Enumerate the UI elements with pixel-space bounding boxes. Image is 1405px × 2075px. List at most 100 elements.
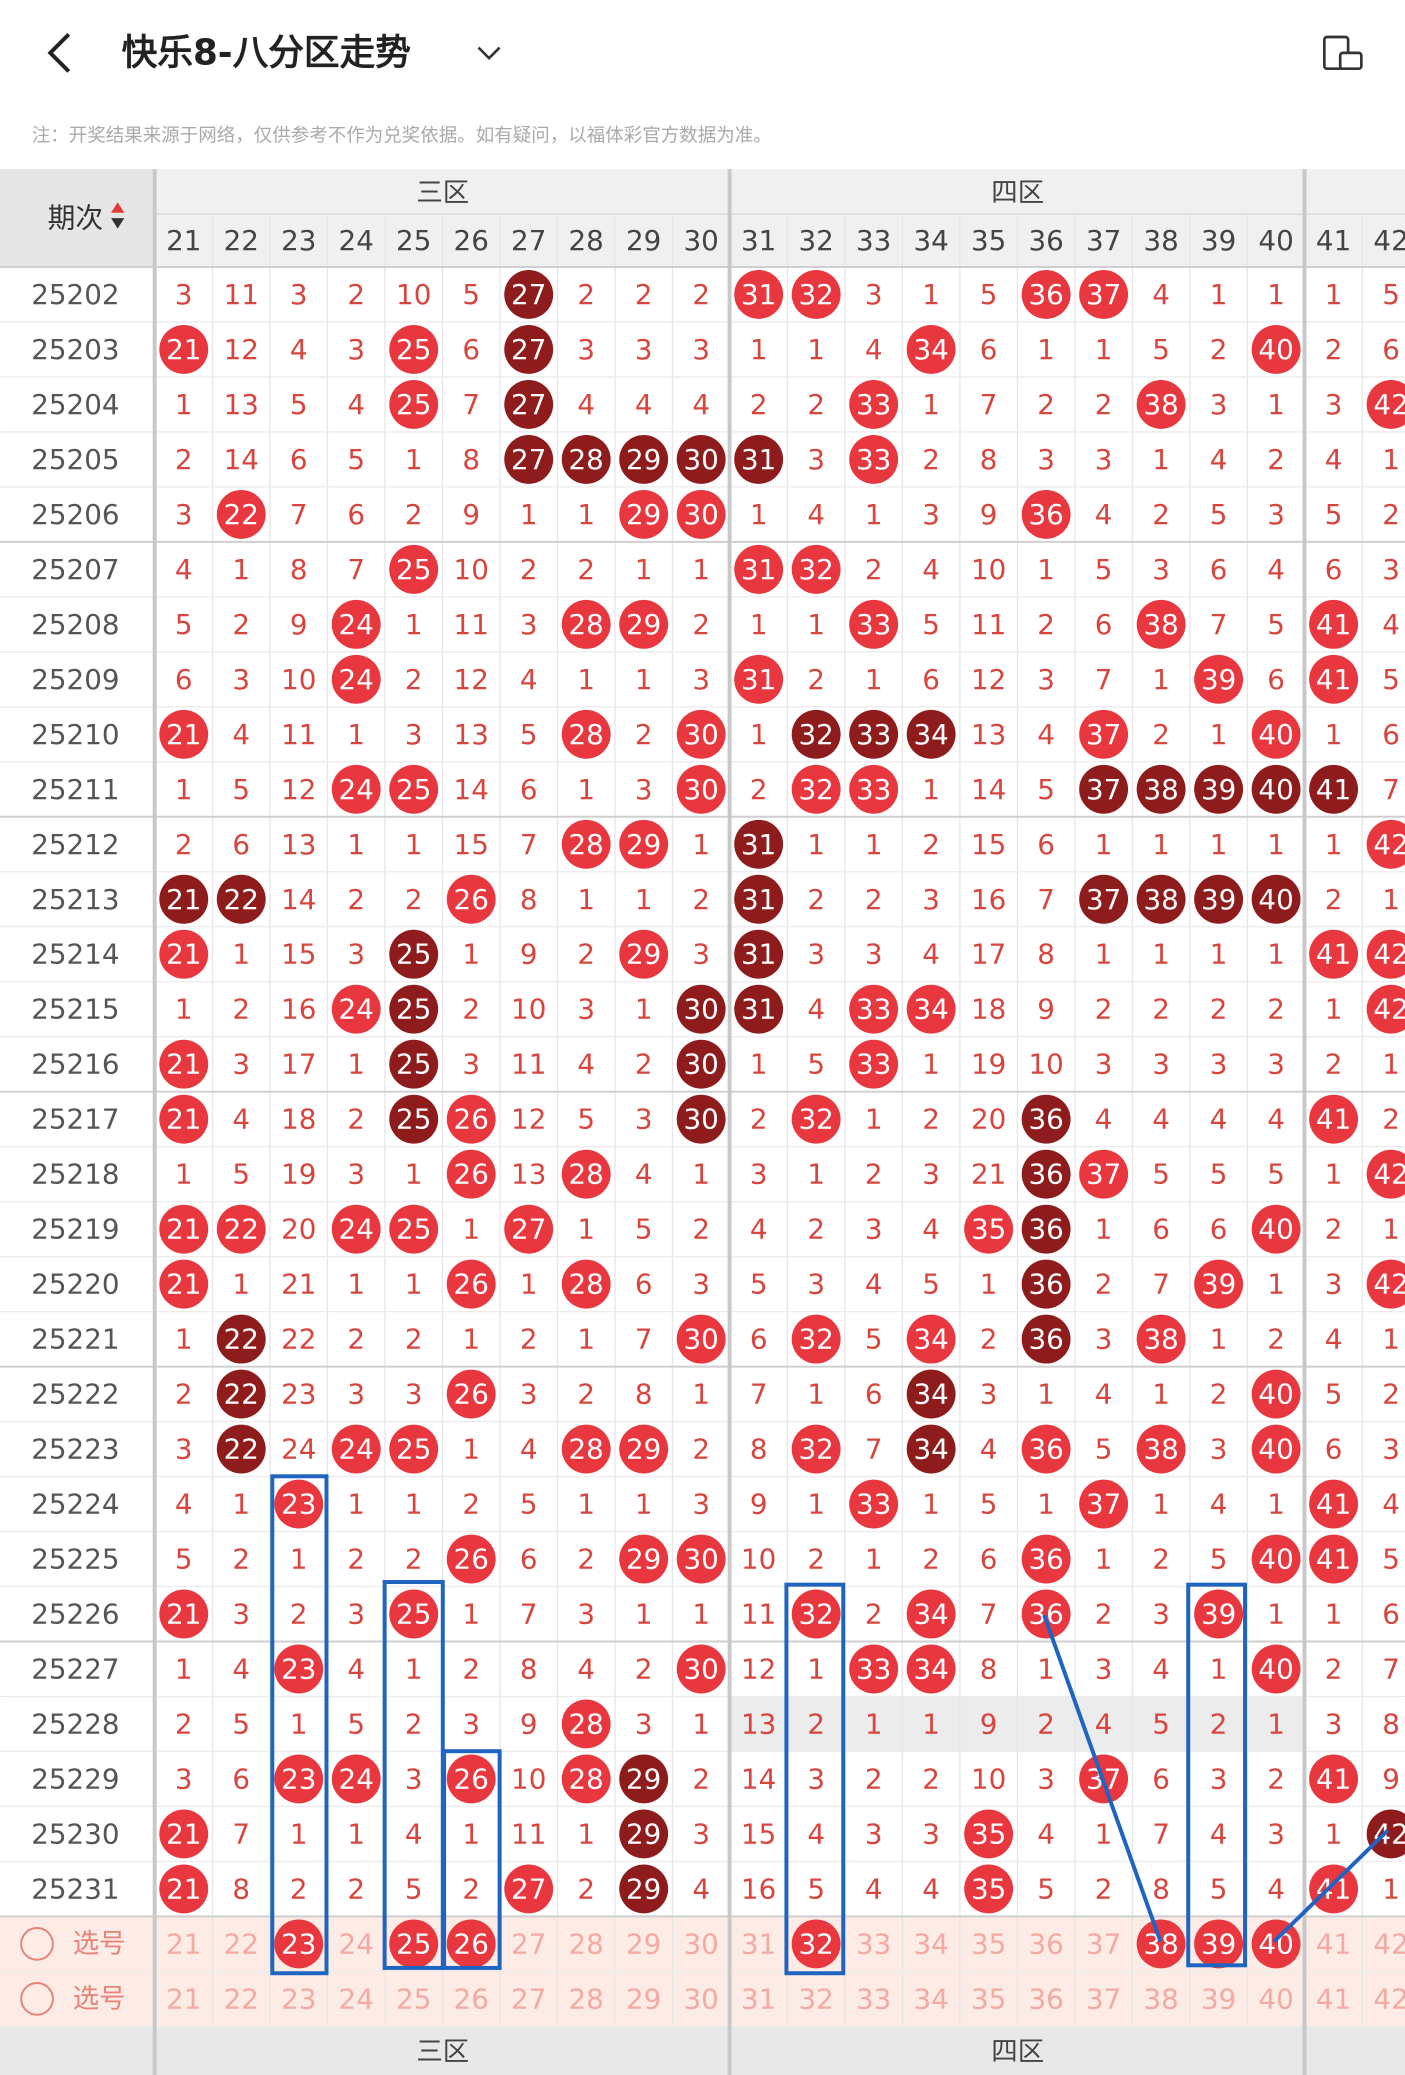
hit-ball bbox=[619, 489, 669, 539]
select-number[interactable]: 27 bbox=[511, 1927, 546, 1960]
cell-value: 2 bbox=[520, 553, 538, 586]
cell-value: 3 bbox=[807, 1762, 825, 1795]
select-number[interactable]: 42 bbox=[1373, 1982, 1405, 2015]
cell-value: 5 bbox=[1325, 498, 1343, 531]
hit-ball bbox=[274, 1479, 324, 1529]
select-number[interactable]: 21 bbox=[166, 1927, 201, 1960]
repeat-ball bbox=[389, 1039, 439, 1089]
cell-value: 3 bbox=[980, 1378, 998, 1411]
select-number[interactable]: 23 bbox=[281, 1982, 316, 2015]
cell-value: 4 bbox=[1037, 1817, 1055, 1850]
select-number[interactable]: 25 bbox=[396, 1982, 431, 2015]
select-number[interactable]: 31 bbox=[741, 1927, 776, 1960]
select-number[interactable]: 40 bbox=[1258, 1982, 1293, 2015]
cell-value: 5 bbox=[980, 1488, 998, 1521]
issue-number: 25216 bbox=[31, 1048, 119, 1081]
select-number[interactable]: 24 bbox=[339, 1927, 374, 1960]
select-number[interactable]: 23 bbox=[281, 1927, 316, 1960]
cell-value: 4 bbox=[865, 333, 883, 366]
select-number[interactable]: 35 bbox=[971, 1927, 1006, 1960]
select-toggle[interactable] bbox=[20, 1927, 54, 1961]
cell-value: 37 bbox=[1086, 278, 1121, 311]
hit-ball bbox=[1251, 1644, 1301, 1694]
cell-value: 7 bbox=[520, 1598, 538, 1631]
select-number[interactable]: 21 bbox=[166, 1982, 201, 2015]
cell-value: 35 bbox=[971, 1817, 1006, 1850]
cell-value: 26 bbox=[454, 1103, 489, 1136]
select-number[interactable]: 38 bbox=[1143, 1927, 1178, 1960]
hit-ball bbox=[1021, 1424, 1071, 1474]
select-number[interactable]: 30 bbox=[684, 1982, 719, 2015]
cell-value: 2 bbox=[520, 1323, 538, 1356]
cell-value: 13 bbox=[454, 718, 489, 751]
select-number[interactable]: 29 bbox=[626, 1982, 661, 2015]
select-number[interactable]: 28 bbox=[569, 1982, 604, 2015]
cell-value: 1 bbox=[577, 663, 595, 696]
select-number[interactable]: 36 bbox=[1028, 1927, 1063, 1960]
cell-value: 2 bbox=[750, 1103, 768, 1136]
cell-value: 5 bbox=[1382, 663, 1400, 696]
select-number[interactable]: 39 bbox=[1201, 1982, 1236, 2015]
cell-value: 2 bbox=[577, 1872, 595, 1905]
cell-value: 9 bbox=[980, 1707, 998, 1740]
cell-value: 42 bbox=[1373, 1158, 1405, 1191]
repeat-ball bbox=[734, 819, 784, 869]
select-number[interactable]: 32 bbox=[799, 1982, 834, 2015]
select-number[interactable]: 26 bbox=[454, 1982, 489, 2015]
select-number[interactable]: 38 bbox=[1143, 1982, 1178, 2015]
cell-value: 5 bbox=[1095, 1433, 1113, 1466]
select-number[interactable]: 33 bbox=[856, 1927, 891, 1960]
cell-value: 32 bbox=[799, 1433, 834, 1466]
rotate-icon[interactable] bbox=[1323, 35, 1363, 71]
select-number[interactable]: 40 bbox=[1258, 1927, 1293, 1960]
cell-value: 1 bbox=[1152, 663, 1170, 696]
select-number[interactable]: 37 bbox=[1086, 1982, 1121, 2015]
cell-value: 1 bbox=[347, 718, 365, 751]
select-number[interactable]: 27 bbox=[511, 1982, 546, 2015]
select-number[interactable]: 22 bbox=[224, 1927, 259, 1960]
select-number[interactable]: 37 bbox=[1086, 1927, 1121, 1960]
cell-value: 1 bbox=[290, 1817, 308, 1850]
hit-ball bbox=[561, 1149, 611, 1199]
cell-value: 4 bbox=[1095, 1378, 1113, 1411]
select-number[interactable]: 33 bbox=[856, 1982, 891, 2015]
cell-value: 7 bbox=[520, 828, 538, 861]
cell-value: 7 bbox=[1095, 663, 1113, 696]
select-number[interactable]: 41 bbox=[1316, 1982, 1351, 2015]
cell-value: 2 bbox=[635, 278, 653, 311]
select-number[interactable]: 29 bbox=[626, 1927, 661, 1960]
cell-value: 32 bbox=[799, 773, 834, 806]
cell-value: 1 bbox=[405, 443, 423, 476]
select-toggle[interactable] bbox=[20, 1982, 54, 2016]
select-number[interactable]: 41 bbox=[1316, 1927, 1351, 1960]
cell-value: 5 bbox=[232, 1707, 250, 1740]
select-number[interactable]: 26 bbox=[454, 1927, 489, 1960]
select-number[interactable]: 32 bbox=[799, 1927, 834, 1960]
hit-ball bbox=[1079, 1479, 1129, 1529]
hit-ball bbox=[1194, 654, 1244, 704]
select-number[interactable]: 30 bbox=[684, 1927, 719, 1960]
cell-value: 39 bbox=[1201, 1598, 1236, 1631]
select-number[interactable]: 24 bbox=[339, 1982, 374, 2015]
select-number[interactable]: 22 bbox=[224, 1982, 259, 2015]
select-number[interactable]: 39 bbox=[1201, 1927, 1236, 1960]
cell-value: 3 bbox=[175, 278, 193, 311]
cell-value: 1 bbox=[405, 1488, 423, 1521]
cell-value: 4 bbox=[635, 388, 653, 421]
select-number[interactable]: 28 bbox=[569, 1927, 604, 1960]
title-dropdown[interactable] bbox=[477, 46, 501, 61]
back-button[interactable] bbox=[47, 32, 71, 73]
cell-value: 2 bbox=[692, 1762, 710, 1795]
select-number[interactable]: 34 bbox=[913, 1982, 948, 2015]
cell-value: 1 bbox=[232, 1268, 250, 1301]
select-number[interactable]: 36 bbox=[1028, 1982, 1063, 2015]
select-number[interactable]: 35 bbox=[971, 1982, 1006, 2015]
repeat-ball bbox=[1021, 1314, 1071, 1364]
hit-ball bbox=[849, 1479, 899, 1529]
select-number[interactable]: 31 bbox=[741, 1982, 776, 2015]
select-number[interactable]: 34 bbox=[913, 1927, 948, 1960]
hit-ball bbox=[906, 984, 956, 1034]
select-number[interactable]: 42 bbox=[1373, 1927, 1405, 1960]
select-number[interactable]: 25 bbox=[396, 1927, 431, 1960]
cell-value: 1 bbox=[1037, 553, 1055, 586]
